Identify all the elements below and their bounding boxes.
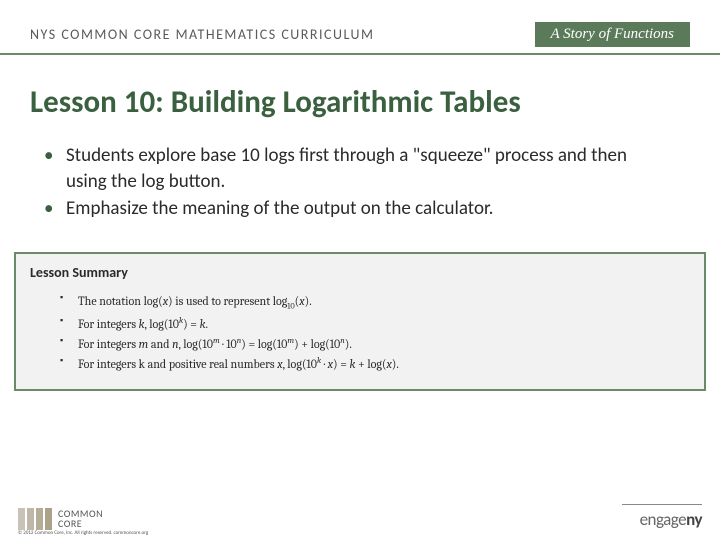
bullet-item: Students explore base 10 logs first thro… <box>44 143 660 194</box>
logo-text-bottom: CORE <box>58 519 103 530</box>
summary-item: For integers m and n, log(10m · 10n) = l… <box>60 334 690 354</box>
footer-right: engageny <box>622 504 702 530</box>
logo-bar <box>18 508 25 530</box>
summary-item: The notation log(x) is used to represent… <box>60 291 690 314</box>
common-core-logo: COMMON CORE <box>18 508 103 530</box>
summary-item: For integers k, log(10k) = k. <box>60 314 690 334</box>
logo-bar <box>27 508 34 530</box>
footer-rule <box>622 504 702 505</box>
logo-text: COMMON CORE <box>58 509 103 530</box>
lesson-summary-box: Lesson Summary The notation log(x) is us… <box>14 252 706 391</box>
lesson-title: Lesson 10: Building Logarithmic Tables <box>0 55 720 139</box>
bullet-item: Emphasize the meaning of the output on t… <box>44 196 660 222</box>
header-curriculum-label: NYS COMMON CORE MATHEMATICS CURRICULUM <box>30 26 535 43</box>
summary-heading: Lesson Summary <box>30 264 690 281</box>
engageny-logo: engageny <box>640 509 702 530</box>
logo-bar <box>36 508 43 530</box>
copyright-text: © 2012 Common Core, Inc. All rights rese… <box>18 530 148 536</box>
logo-bars-icon <box>18 508 52 530</box>
header-story-label: A Story of Functions <box>535 22 690 47</box>
summary-list: The notation log(x) is used to represent… <box>30 291 690 375</box>
summary-item: For integers k and positive real numbers… <box>60 354 690 374</box>
logo-bar <box>45 508 52 530</box>
lesson-bullets: Students explore base 10 logs first thro… <box>0 139 720 242</box>
header-bar: NYS COMMON CORE MATHEMATICS CURRICULUM A… <box>0 0 720 55</box>
